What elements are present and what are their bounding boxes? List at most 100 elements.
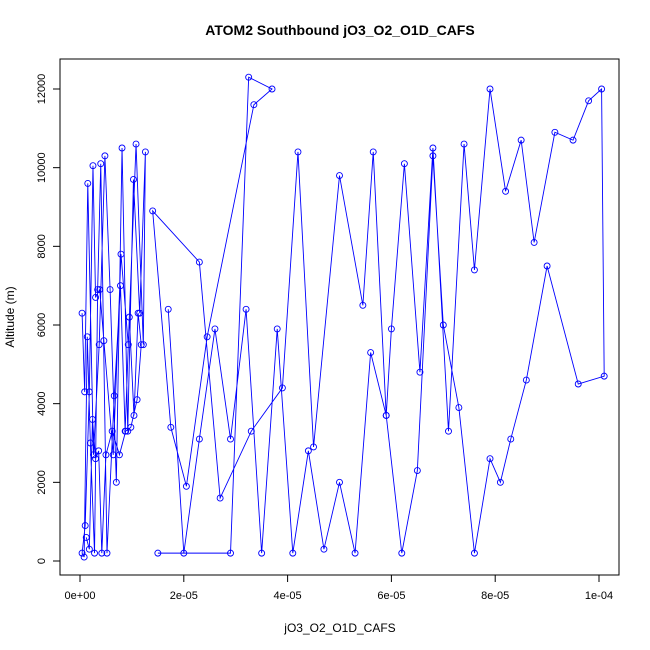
- data-point: [227, 435, 234, 443]
- data-point: [268, 85, 276, 93]
- y-tick-label: 2000: [36, 470, 48, 494]
- data-point: [117, 282, 124, 290]
- data-point: [336, 172, 343, 179]
- chart-title: ATOM2 Southbound jO3_O2_O1D_CAFS: [205, 22, 474, 38]
- x-tick-label: 0e+00: [65, 590, 96, 602]
- data-point: [96, 286, 104, 294]
- data-point: [413, 467, 421, 474]
- data-point: [574, 380, 582, 388]
- x-axis: 0e+00 2e-05 4e-05 6e-05 8e-05 1e-04: [65, 574, 613, 602]
- data-point: [103, 549, 111, 557]
- data-point: [470, 266, 478, 274]
- data-point: [195, 258, 203, 266]
- data-point: [543, 262, 551, 270]
- data-point: [110, 392, 118, 400]
- data-point: [470, 549, 478, 557]
- data-point: [382, 412, 390, 419]
- data-point: [91, 549, 98, 557]
- data-point: [242, 305, 250, 313]
- data-point: [85, 388, 93, 396]
- data-point: [522, 376, 530, 384]
- data-point: [117, 250, 125, 258]
- data-point: [97, 160, 105, 168]
- x-tick-label: 2e-05: [170, 590, 198, 602]
- data-point: [416, 368, 424, 376]
- data-point: [429, 144, 437, 152]
- data-point: [101, 152, 109, 160]
- data-point: [95, 341, 103, 349]
- data-point: [258, 549, 266, 557]
- data-point: [115, 451, 123, 459]
- series-2: [149, 73, 608, 557]
- y-tick-label: 10000: [36, 152, 48, 183]
- data-point: [195, 435, 203, 443]
- data-point: [102, 451, 110, 459]
- data-point: [92, 455, 100, 463]
- series-1: [78, 140, 149, 561]
- data-point: [486, 85, 494, 93]
- data-point: [132, 140, 140, 148]
- series-layer: [78, 73, 608, 561]
- data-point: [507, 435, 515, 443]
- data-point: [310, 443, 317, 451]
- data-point: [247, 427, 255, 435]
- data-point: [85, 545, 93, 553]
- data-point: [304, 447, 312, 455]
- data-point: [134, 309, 142, 317]
- data-point: [81, 522, 89, 530]
- data-point: [496, 478, 504, 486]
- data-point: [551, 128, 559, 136]
- data-point: [439, 321, 447, 329]
- data-point: [400, 160, 408, 168]
- data-point: [359, 301, 367, 309]
- data-point: [585, 97, 593, 105]
- data-point: [455, 404, 463, 412]
- data-point: [124, 341, 132, 349]
- data-point: [83, 333, 91, 341]
- data-point: [273, 325, 281, 333]
- data-point: [154, 549, 162, 557]
- data-point: [336, 478, 343, 486]
- data-point: [122, 427, 130, 435]
- data-point: [106, 286, 114, 294]
- data-point: [600, 372, 608, 380]
- y-tick-label: 6000: [36, 313, 48, 337]
- data-point: [486, 455, 494, 463]
- data-point: [89, 162, 97, 170]
- data-point: [118, 144, 126, 152]
- y-axis: 0 2000 4000 6000 8000 10000 12000: [36, 74, 61, 564]
- x-tick-label: 4e-05: [274, 590, 302, 602]
- data-point: [294, 148, 302, 156]
- data-point: [92, 294, 100, 301]
- data-point: [250, 101, 258, 109]
- data-point: [78, 549, 86, 557]
- data-point: [320, 545, 328, 553]
- data-point: [278, 384, 286, 392]
- data-point: [517, 136, 525, 144]
- x-tick-label: 6e-05: [377, 590, 405, 602]
- series-line: [152, 76, 605, 554]
- y-tick-label: 12000: [36, 74, 48, 105]
- data-point: [164, 305, 172, 313]
- data-point: [245, 73, 253, 81]
- data-point: [387, 325, 395, 333]
- data-point: [502, 187, 510, 195]
- data-point: [460, 140, 468, 148]
- data-point: [167, 423, 175, 431]
- data-point: [216, 494, 224, 502]
- data-point: [84, 179, 92, 187]
- data-point: [89, 415, 96, 423]
- data-point: [82, 533, 90, 541]
- data-point: [130, 176, 137, 183]
- data-point: [112, 478, 120, 486]
- data-point: [81, 388, 89, 396]
- data-point: [139, 341, 147, 349]
- data-point: [598, 85, 606, 93]
- data-point: [369, 148, 377, 156]
- y-axis-label: Altitude (m): [3, 286, 17, 347]
- data-point: [95, 447, 103, 455]
- data-point: [289, 549, 297, 557]
- x-axis-label: jO3_O2_O1D_CAFS: [283, 621, 395, 635]
